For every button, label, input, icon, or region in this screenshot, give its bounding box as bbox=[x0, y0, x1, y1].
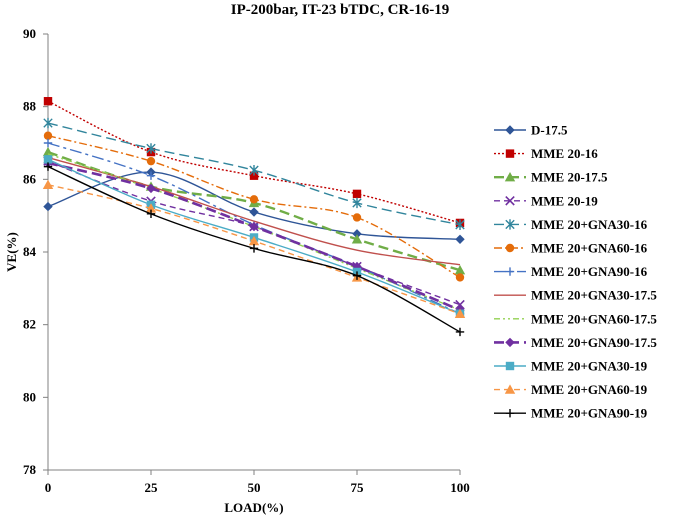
data-point bbox=[351, 234, 363, 244]
data-point bbox=[249, 221, 259, 232]
x-axis-label: LOAD(%) bbox=[224, 500, 283, 515]
data-point bbox=[42, 179, 54, 189]
legend-item: MME 20+GNA60-19 bbox=[494, 382, 648, 397]
legend-label: MME 20-16 bbox=[531, 146, 598, 161]
legend-label: D-17.5 bbox=[531, 123, 568, 138]
legend-label: MME 20+GNA60-19 bbox=[531, 382, 648, 397]
data-point bbox=[249, 195, 259, 204]
data-point bbox=[352, 271, 362, 280]
legend-marker bbox=[504, 384, 516, 394]
legend-marker bbox=[505, 243, 515, 253]
y-tick-label: 82 bbox=[23, 317, 36, 332]
legend-marker bbox=[505, 149, 515, 158]
legend: D-17.5 MME 20-16 MME 20-17.5 MME 20-19 MME 2… bbox=[494, 123, 657, 421]
x-tick-label: 50 bbox=[248, 480, 261, 495]
data-point bbox=[43, 162, 53, 171]
data-point bbox=[455, 219, 465, 230]
data-point bbox=[43, 131, 53, 140]
legend-item: MME 20+GNA90-16 bbox=[494, 264, 648, 279]
data-point bbox=[352, 213, 362, 222]
data-point bbox=[455, 327, 465, 337]
chart-title: IP-200bar, IT-23 bTDC, CR-16-19 bbox=[231, 2, 450, 18]
data-point bbox=[43, 138, 53, 148]
legend-item: MME 20-16 bbox=[494, 146, 598, 161]
legend-label: MME 20+GNA60-17.5 bbox=[531, 311, 657, 326]
data-point bbox=[43, 155, 53, 164]
data-point bbox=[352, 197, 362, 209]
data-point bbox=[146, 171, 156, 180]
y-tick-label: 78 bbox=[23, 462, 37, 477]
y-axis-label: VE(%) bbox=[4, 232, 19, 272]
legend-label: MME 20+GNA90-19 bbox=[531, 406, 648, 421]
data-point bbox=[42, 146, 54, 157]
data-point bbox=[455, 299, 465, 310]
series-5 bbox=[43, 117, 465, 230]
x-tick-label: 75 bbox=[351, 480, 365, 495]
data-point bbox=[455, 234, 465, 244]
legend-marker bbox=[505, 337, 515, 348]
legend-marker bbox=[505, 196, 515, 206]
series-12 bbox=[42, 179, 466, 318]
legend-item: MME 20-17.5 bbox=[494, 170, 608, 185]
legend-label: MME 20+GNA30-19 bbox=[531, 359, 648, 374]
data-point bbox=[145, 203, 157, 213]
series-line bbox=[47, 160, 461, 306]
y-tick-label: 86 bbox=[23, 171, 37, 186]
data-point bbox=[249, 244, 259, 253]
legend-label: MME 20+GNA90-16 bbox=[531, 264, 648, 279]
legend-marker bbox=[505, 361, 515, 371]
data-point bbox=[352, 189, 362, 199]
series-13 bbox=[43, 162, 465, 337]
legend-label: MME 20-19 bbox=[531, 193, 598, 208]
data-point bbox=[43, 97, 53, 106]
x-axis-ticks: 0 25 50 75 100 bbox=[45, 470, 470, 495]
legend-marker bbox=[504, 172, 516, 182]
legend-item: MME 20+GNA90-17.5 bbox=[494, 335, 657, 350]
data-point bbox=[454, 264, 466, 275]
data-point bbox=[146, 209, 156, 219]
data-point bbox=[43, 117, 53, 129]
legend-item: MME 20+GNA60-16 bbox=[494, 241, 648, 256]
legend-item: MME 20-19 bbox=[494, 193, 598, 208]
data-point bbox=[249, 165, 259, 176]
legend-item: MME 20+GNA90-19 bbox=[494, 406, 648, 421]
legend-label: MME 20+GNA30-17.5 bbox=[531, 288, 657, 303]
data-point bbox=[454, 308, 466, 318]
legend-item: D-17.5 bbox=[494, 123, 568, 138]
legend-item: MME 20+GNA30-19 bbox=[494, 359, 648, 374]
series-10 bbox=[43, 158, 465, 315]
legend-item: MME 20+GNA30-17.5 bbox=[494, 288, 657, 303]
legend-label: MME 20+GNA60-16 bbox=[531, 241, 648, 256]
data-point bbox=[249, 171, 259, 180]
data-point bbox=[455, 273, 465, 282]
data-point bbox=[43, 201, 53, 212]
y-tick-label: 88 bbox=[23, 99, 37, 114]
x-tick-label: 0 bbox=[45, 480, 52, 495]
data-point bbox=[352, 229, 362, 239]
data-point bbox=[249, 207, 259, 217]
legend-marker bbox=[505, 219, 515, 230]
y-tick-label: 90 bbox=[23, 26, 36, 41]
data-point bbox=[146, 183, 156, 194]
legend-label: MME 20-17.5 bbox=[531, 170, 608, 185]
x-tick-label: 25 bbox=[145, 480, 159, 495]
series-layer bbox=[42, 97, 466, 337]
series-6 bbox=[43, 131, 465, 282]
y-axis-ticks: 78 80 82 84 86 88 90 bbox=[23, 26, 48, 477]
legend-marker bbox=[505, 125, 515, 135]
legend-label: MME 20+GNA30-16 bbox=[531, 217, 648, 232]
legend-item: MME 20+GNA30-16 bbox=[494, 217, 648, 232]
legend-marker bbox=[505, 409, 515, 418]
legend-item: MME 20+GNA60-17.5 bbox=[494, 311, 657, 326]
x-tick-label: 100 bbox=[450, 480, 470, 495]
data-point bbox=[146, 143, 156, 154]
legend-label: MME 20+GNA90-17.5 bbox=[531, 335, 657, 350]
y-tick-label: 80 bbox=[23, 389, 36, 404]
legend-marker bbox=[505, 267, 515, 276]
series-1 bbox=[43, 167, 465, 244]
y-tick-label: 84 bbox=[23, 244, 37, 259]
data-point bbox=[146, 156, 156, 166]
data-point bbox=[248, 235, 260, 246]
